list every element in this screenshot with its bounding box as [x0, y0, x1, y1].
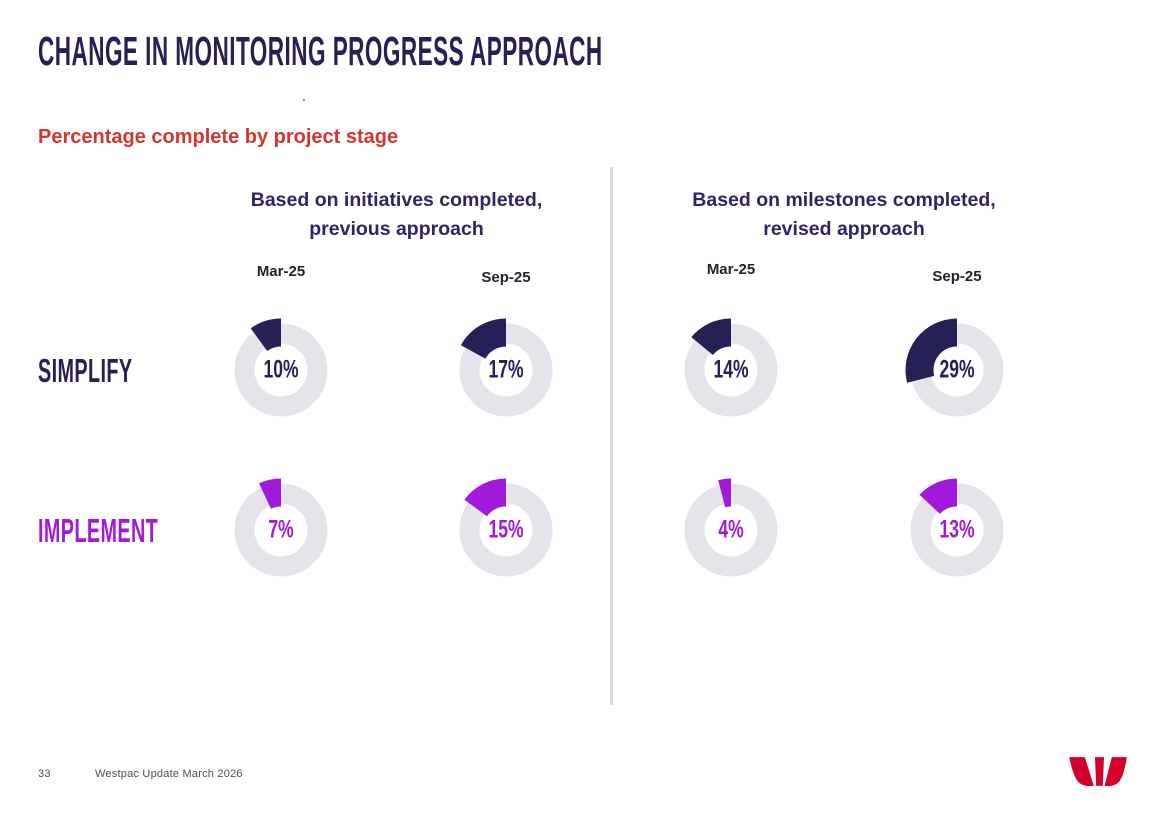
donut-percent-label: 15% [488, 515, 524, 544]
donut-percent-label: 14% [713, 355, 749, 384]
section-divider [610, 167, 613, 705]
page-number: 33 [38, 768, 51, 780]
donut-svg [459, 318, 553, 417]
donut-revised-sep25-simplify: 29% [897, 310, 1017, 430]
donut-previous-mar25-implement: 7% [221, 470, 341, 590]
group-header-line2: previous approach [309, 218, 484, 240]
row-label-implement: IMPLEMENT [38, 512, 159, 549]
donut-percent-label: 29% [939, 355, 975, 384]
donut-value-wedge [259, 478, 281, 509]
stray-period-mark: . [302, 88, 306, 104]
donut-revised-mar25-implement: 4% [671, 470, 791, 590]
donut-svg [905, 318, 1004, 417]
slide-subtitle: Percentage complete by project stage [38, 126, 399, 148]
donut-value-wedge [250, 318, 281, 351]
donut-percent-label: 4% [718, 515, 744, 544]
donut-revised-mar25-simplify: 14% [671, 310, 791, 430]
donut-value-wedge [691, 318, 731, 356]
donut-previous-sep25-implement: 15% [446, 470, 566, 590]
westpac-w-logo [1068, 755, 1128, 788]
donut-previous-sep25-simplify: 17% [446, 310, 566, 430]
column-label-previous-sep25: Sep-25 [481, 269, 531, 286]
slide-title: CHANGE IN MONITORING PROGRESS APPROACH [38, 28, 603, 74]
donut-svg [459, 478, 553, 577]
footer-text: Westpac Update March 2026 [95, 768, 243, 780]
donut-percent-label: 13% [939, 515, 975, 544]
donut-percent-label: 10% [263, 355, 299, 384]
group-header-revised-approach: Based on milestones completed, revised a… [674, 186, 1014, 244]
donut-svg [234, 478, 328, 577]
group-header-line1: Based on milestones completed, [692, 189, 996, 211]
row-label-simplify: SIMPLIFY [38, 352, 133, 389]
column-label-revised-mar25: Mar-25 [706, 261, 756, 278]
donut-previous-mar25-simplify: 10% [221, 310, 341, 430]
group-header-line1: Based on initiatives completed, [250, 189, 543, 211]
donut-percent-label: 17% [488, 355, 524, 384]
westpac-w-logo-svg [1069, 757, 1127, 787]
group-header-previous-approach: Based on initiatives completed, previous… [234, 186, 559, 244]
donut-svg [684, 478, 778, 577]
donut-value-wedge [919, 478, 957, 514]
donut-revised-sep25-implement: 13% [897, 470, 1017, 590]
donut-value-wedge [460, 318, 506, 359]
donut-value-wedge [718, 478, 731, 508]
column-label-revised-sep25: Sep-25 [932, 268, 982, 285]
donut-value-wedge [464, 478, 506, 517]
group-header-line2: revised approach [763, 218, 925, 240]
donut-percent-label: 7% [268, 515, 294, 544]
donut-value-wedge [905, 318, 957, 383]
donut-svg [910, 478, 1004, 577]
donut-svg [684, 318, 778, 417]
column-label-previous-mar25: Mar-25 [256, 263, 306, 280]
donut-svg [234, 318, 328, 417]
